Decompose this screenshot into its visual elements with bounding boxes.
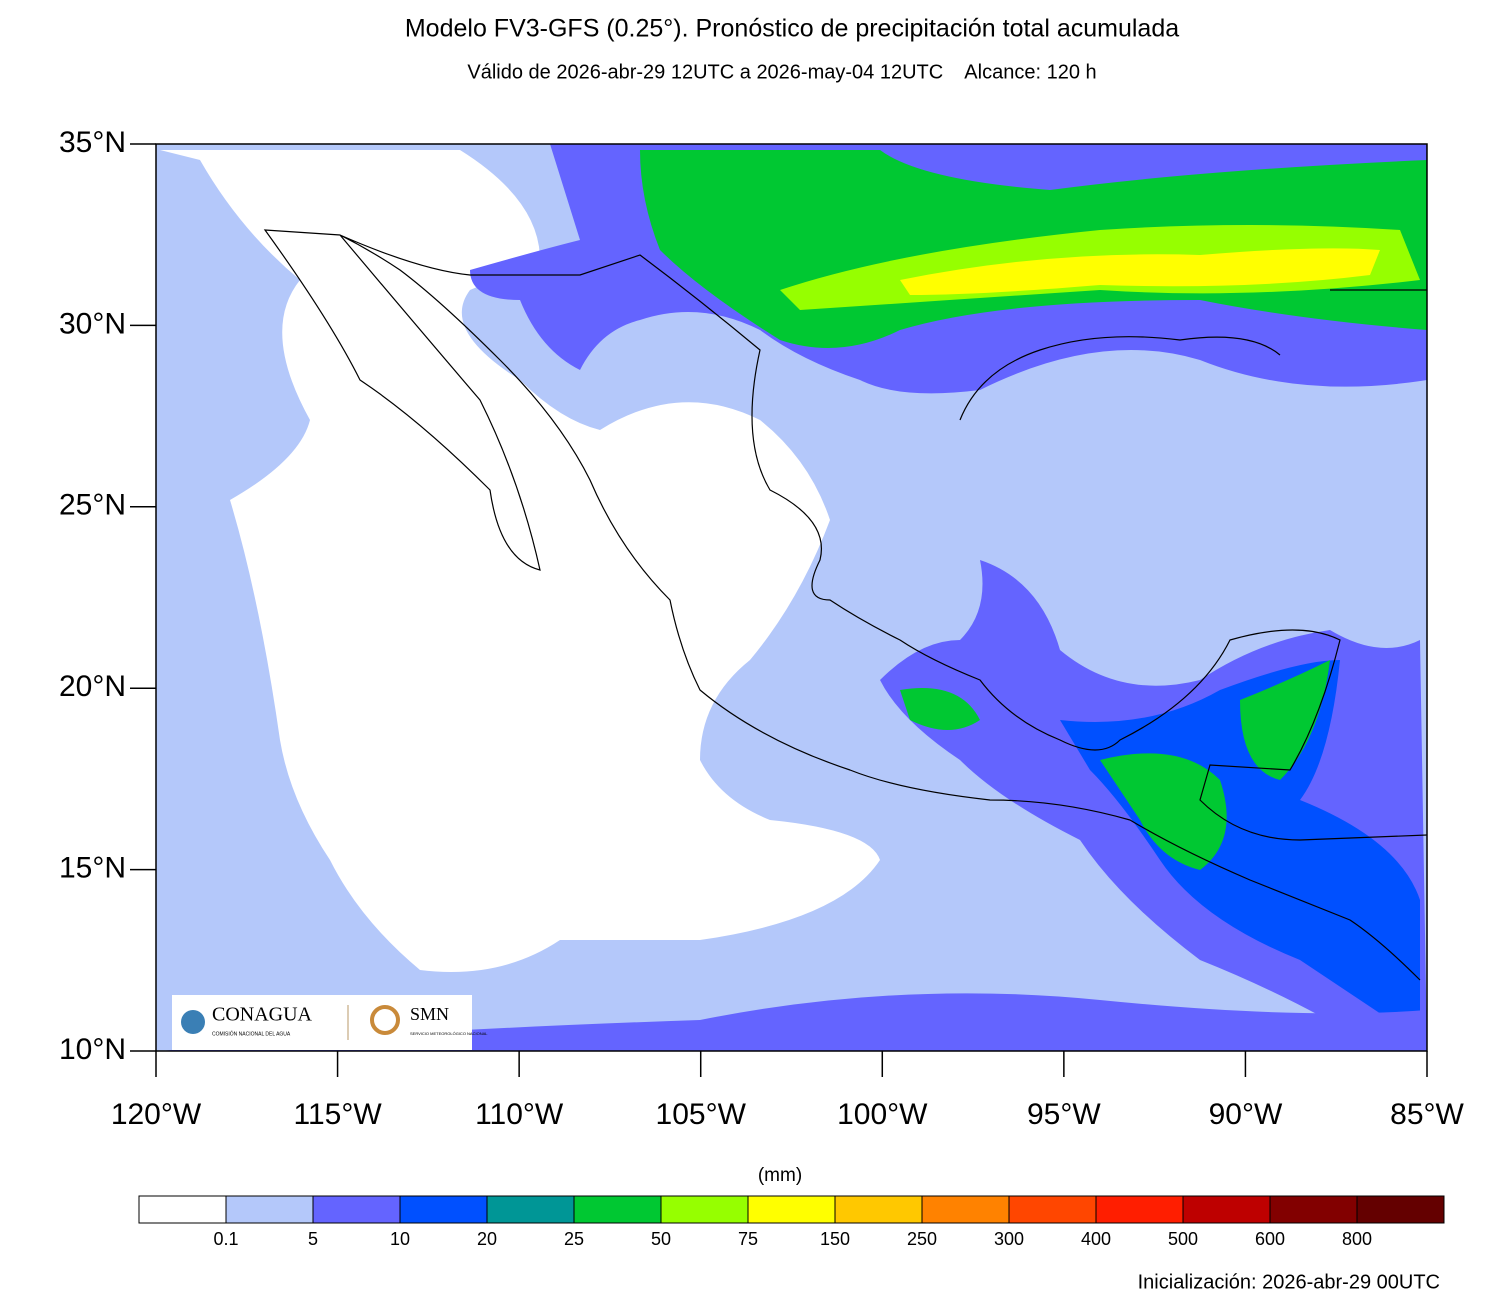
colorbar-box xyxy=(399,1195,488,1224)
colorbar-label: 50 xyxy=(651,1229,671,1249)
initialization: Inicialización: 2026-abr-29 00UTC xyxy=(1138,1271,1440,1293)
subtitle: Válido de 2026-abr-29 12UTC a 2026-may-0… xyxy=(467,61,1096,83)
x-tick-label: 110°W xyxy=(475,1098,564,1131)
x-tick-label: 120°W xyxy=(111,1098,202,1131)
colorbar-label: 20 xyxy=(477,1229,497,1249)
colorbar-box xyxy=(834,1195,923,1224)
colorbar-box xyxy=(1356,1195,1445,1224)
colorbar-box xyxy=(225,1195,314,1224)
colorbar-label: 400 xyxy=(1081,1229,1111,1249)
precip-field xyxy=(156,144,1427,1051)
x-tick-label: 95°W xyxy=(1027,1098,1101,1131)
colorbar-label: 10 xyxy=(390,1229,410,1249)
colorbar-box xyxy=(1008,1195,1097,1224)
x-tick-label: 115°W xyxy=(294,1098,383,1131)
colorbar-box xyxy=(1095,1195,1184,1224)
colorbar-box xyxy=(1269,1195,1358,1224)
colorbar-box xyxy=(921,1195,1010,1224)
conagua-logo: CONAGUA xyxy=(212,1004,313,1026)
colorbar-box xyxy=(747,1195,836,1224)
conagua-sub: COMISIÓN NACIONAL DEL AGUA xyxy=(212,1030,291,1037)
colorbar-box xyxy=(660,1195,749,1224)
precip-itcz xyxy=(160,993,1427,1051)
colorbar-unit: (mm) xyxy=(758,1165,802,1186)
y-tick-label: 25°N xyxy=(59,489,126,522)
colorbar-box xyxy=(486,1195,575,1224)
logo-box: CONAGUA COMISIÓN NACIONAL DEL AGUA SMN S… xyxy=(172,995,488,1050)
precip-south-green xyxy=(900,660,1330,870)
colorbar-label: 250 xyxy=(907,1229,937,1249)
y-tick-label: 10°N xyxy=(59,1033,126,1066)
colorbar-label: 800 xyxy=(1342,1229,1372,1249)
title: Modelo FV3-GFS (0.25°). Pronóstico de pr… xyxy=(405,15,1179,43)
colorbar-box xyxy=(312,1195,401,1224)
smn-sub: SERVICIO METEOROLÓGICO NACIONAL xyxy=(410,1031,488,1036)
colorbar-label: 25 xyxy=(564,1229,584,1249)
logo-background xyxy=(172,995,472,1050)
coastlines xyxy=(263,144,1427,981)
colorbar-label: 300 xyxy=(994,1229,1024,1249)
colorbar-label: 5 xyxy=(308,1229,318,1249)
dry-area xyxy=(160,150,880,972)
x-tick-label: 85°W xyxy=(1390,1098,1464,1131)
colorbar-box xyxy=(1182,1195,1271,1224)
colorbar-label: 150 xyxy=(820,1229,850,1249)
smn-icon xyxy=(370,1005,400,1035)
colorbar-label: 0.1 xyxy=(213,1229,238,1249)
y-tick-label: 30°N xyxy=(59,307,126,340)
conagua-icon xyxy=(181,1010,205,1034)
smn-logo: SMN xyxy=(410,1004,449,1024)
colorbar-box xyxy=(573,1195,662,1224)
precip-band-yellow xyxy=(900,248,1380,295)
x-tick-label: 105°W xyxy=(656,1098,747,1131)
colorbar-label: 75 xyxy=(738,1229,758,1249)
plot-frame xyxy=(155,143,1428,1052)
y-tick-label: 15°N xyxy=(59,852,126,885)
colorbar-box xyxy=(138,1195,227,1224)
y-tick-label: 35°N xyxy=(59,126,126,159)
colorbar-label: 500 xyxy=(1168,1229,1198,1249)
colorbar-label: 600 xyxy=(1255,1229,1285,1249)
x-tick-label: 90°W xyxy=(1209,1098,1283,1131)
y-tick-label: 20°N xyxy=(59,670,126,703)
x-tick-label: 100°W xyxy=(837,1098,928,1131)
